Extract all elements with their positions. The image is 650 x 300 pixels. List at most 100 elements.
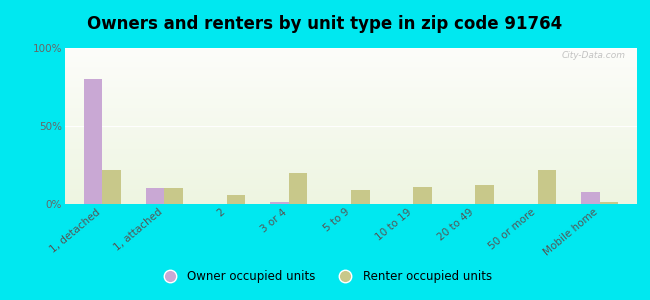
Bar [65,74,637,75]
Bar [475,185,494,204]
Bar [65,72,637,73]
Bar [65,57,637,58]
Bar [65,196,637,197]
Bar [65,167,637,168]
Bar [65,144,637,145]
Bar [65,68,637,69]
Bar [65,194,637,195]
Bar [65,156,637,157]
Bar [65,92,637,93]
Bar [65,138,637,139]
Bar [65,49,637,50]
Bar [65,169,637,170]
Bar [65,157,637,158]
Bar [65,136,637,137]
Bar [65,69,637,70]
Bar [65,98,637,99]
Bar [65,159,637,160]
Bar [65,67,637,68]
Bar [581,191,600,204]
Bar [65,164,637,165]
Bar [65,175,637,176]
Bar [65,71,637,72]
Bar [65,155,637,156]
Bar [65,106,637,107]
Bar [65,160,637,161]
Bar [65,179,637,180]
Bar [65,142,637,143]
Bar [65,61,637,62]
Bar [65,129,637,130]
Bar [65,193,637,194]
Bar [65,55,637,56]
Bar [65,108,637,109]
Text: City-Data.com: City-Data.com [562,51,625,60]
Bar [65,56,637,57]
Bar [65,203,637,204]
Bar [65,112,637,113]
Bar [65,181,637,182]
Bar [65,64,637,65]
Bar [84,79,102,204]
Bar [65,186,637,187]
Bar [65,184,637,185]
Bar [65,48,637,49]
Bar [65,195,637,196]
Bar [65,161,637,162]
Bar [65,123,637,124]
Bar [65,182,637,183]
Bar [65,75,637,76]
Bar [65,80,637,81]
Bar [65,82,637,83]
Bar [65,53,637,54]
Bar [65,73,637,74]
Bar [65,86,637,87]
Bar [65,162,637,163]
Bar [65,119,637,120]
Bar [65,176,637,177]
Bar [65,90,637,91]
Bar [65,185,637,186]
Bar [270,202,289,204]
Bar [65,165,637,166]
Bar [65,122,637,123]
Bar [65,111,637,112]
Bar [65,88,637,89]
Bar [65,199,637,200]
Bar [65,133,637,134]
Bar [65,202,637,203]
Bar [65,147,637,148]
Bar [65,190,637,191]
Bar [600,202,618,204]
Bar [65,85,637,86]
Bar [65,177,637,178]
Bar [65,140,637,141]
Bar [65,197,637,198]
Bar [65,116,637,117]
Bar [65,126,637,127]
Bar [227,195,245,204]
Bar [65,201,637,202]
Bar [65,91,637,92]
Bar [65,110,637,111]
Bar [65,70,637,71]
Bar [65,132,637,133]
Bar [65,81,637,82]
Bar [65,50,637,51]
Bar [65,99,637,100]
Bar [65,94,637,95]
Bar [146,188,164,204]
Bar [65,130,637,131]
Bar [65,85,637,86]
Bar [65,153,637,154]
Bar [65,105,637,106]
Bar [65,93,637,94]
Bar [65,59,637,60]
Bar [65,202,637,203]
Bar [65,145,637,146]
Bar [65,121,637,122]
Bar [538,170,556,204]
Bar [65,170,637,171]
Bar [65,174,637,175]
Bar [65,131,637,132]
